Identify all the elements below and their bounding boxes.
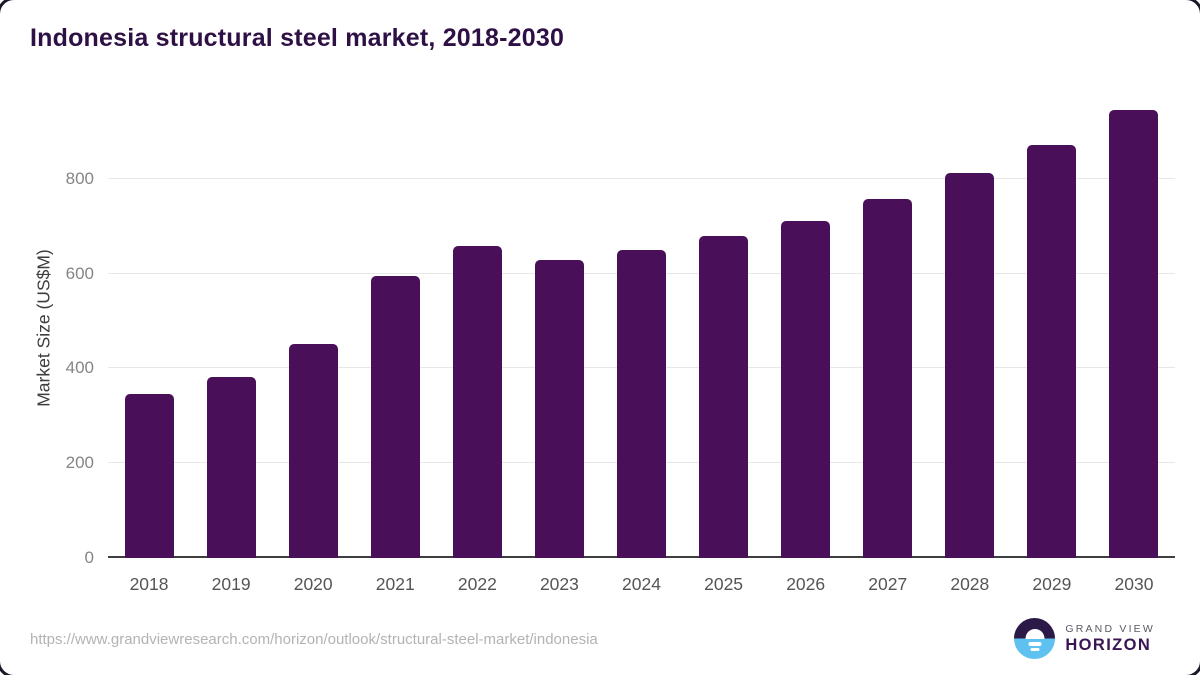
bar-2023[interactable] bbox=[534, 260, 584, 558]
x-tick-2027: 2027 bbox=[868, 574, 908, 594]
bar-slot-2023 bbox=[518, 98, 600, 558]
gridline-800 bbox=[108, 177, 1175, 179]
brand-grand-view-label: GRAND VIEW bbox=[1065, 622, 1155, 635]
brand-horizon-label: HORIZON bbox=[1065, 635, 1152, 654]
y-tick-0: 0 bbox=[84, 548, 94, 567]
x-tick-2022: 2022 bbox=[457, 574, 497, 594]
bar-slot-2020 bbox=[272, 98, 354, 558]
bar-slot-2030 bbox=[1093, 98, 1175, 558]
x-tick-2018: 2018 bbox=[129, 574, 169, 594]
x-tick-2030: 2030 bbox=[1114, 574, 1154, 594]
bar-slot-2026 bbox=[765, 98, 847, 558]
y-tick-200: 200 bbox=[65, 453, 94, 473]
bar-2024[interactable] bbox=[617, 249, 666, 558]
y-tick-600: 600 bbox=[65, 263, 94, 283]
x-tick-2024: 2024 bbox=[622, 574, 661, 594]
bar-2029[interactable] bbox=[1027, 144, 1077, 558]
sun-glyph bbox=[1025, 629, 1045, 639]
x-tick-2025: 2025 bbox=[704, 574, 744, 594]
x-tick-2028: 2028 bbox=[950, 574, 990, 594]
bar-2018[interactable] bbox=[124, 394, 174, 558]
horizon-logo-icon bbox=[1014, 618, 1056, 659]
bar-2022[interactable] bbox=[452, 246, 502, 558]
bar-2020[interactable] bbox=[288, 343, 338, 558]
reflection-dash bbox=[1030, 648, 1040, 651]
bar-2026[interactable] bbox=[781, 221, 831, 558]
brand-text: GRAND VIEW HORIZON bbox=[1065, 623, 1155, 655]
source-url: https://www.grandviewresearch.com/horizo… bbox=[30, 631, 598, 648]
y-tick-400: 400 bbox=[65, 358, 94, 378]
bar-2028[interactable] bbox=[945, 172, 995, 558]
plot-area: 0 200 400 600 800 bbox=[66, 98, 1175, 567]
x-tick-2021: 2021 bbox=[375, 574, 415, 594]
bar-slot-2028 bbox=[929, 98, 1011, 558]
bar-slot-2024 bbox=[600, 98, 682, 558]
brand-logo: GRAND VIEW HORIZON bbox=[1014, 618, 1155, 659]
bar-2021[interactable] bbox=[370, 275, 420, 558]
x-axis-tick-labels: 2018 2019 2020 2021 2022 2023 2024 2025 2026 2027… bbox=[108, 574, 1175, 595]
bar-2019[interactable] bbox=[206, 377, 256, 558]
bar-2030[interactable] bbox=[1109, 109, 1159, 558]
bar-series bbox=[108, 98, 1175, 558]
x-tick-2023: 2023 bbox=[539, 574, 579, 594]
reflection-dash bbox=[1028, 642, 1042, 646]
x-tick-2029: 2029 bbox=[1032, 574, 1072, 594]
chart-title: Indonesia structural steel market, 2018-… bbox=[30, 24, 565, 52]
x-tick-2019: 2019 bbox=[211, 574, 251, 594]
bar-slot-2025 bbox=[683, 98, 765, 558]
bar-2027[interactable] bbox=[863, 198, 913, 558]
bar-slot-2022 bbox=[436, 98, 518, 558]
bar-slot-2019 bbox=[190, 98, 272, 558]
bar-slot-2027 bbox=[847, 98, 929, 558]
y-tick-800: 800 bbox=[65, 168, 94, 188]
x-tick-2020: 2020 bbox=[293, 574, 333, 594]
x-tick-2026: 2026 bbox=[786, 574, 826, 594]
bar-slot-2029 bbox=[1011, 98, 1093, 558]
bar-slot-2018 bbox=[108, 98, 190, 558]
bar-2025[interactable] bbox=[699, 236, 749, 558]
bar-slot-2021 bbox=[354, 98, 436, 558]
